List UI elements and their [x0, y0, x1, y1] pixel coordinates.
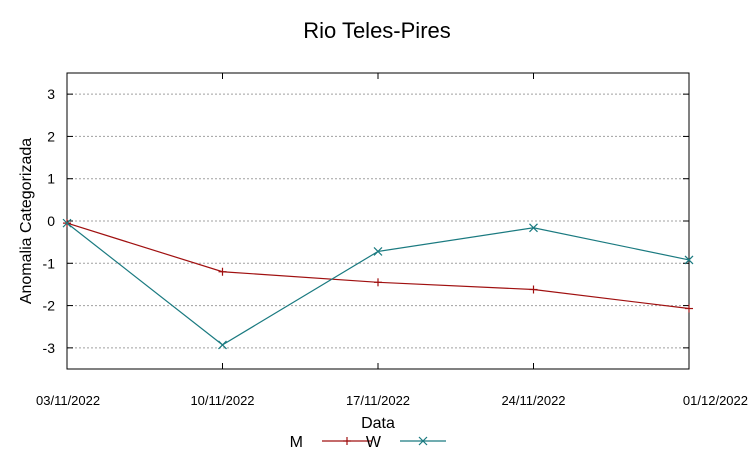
y-tick-label: -1 — [43, 255, 56, 271]
x-axis-label: Data — [361, 415, 395, 432]
data-point — [218, 267, 227, 276]
y-tick-label: 1 — [47, 171, 55, 187]
chart-title: Rio Teles-Pires — [303, 18, 451, 43]
series-lines — [62, 218, 694, 350]
data-point — [684, 255, 694, 265]
y-tick-label: -3 — [43, 340, 56, 356]
y-tick-label: 2 — [47, 128, 55, 144]
x-tick-label: 24/11/2022 — [501, 393, 565, 408]
data-point — [529, 285, 538, 294]
legend-label: M — [290, 434, 303, 451]
x-tick-label: 17/11/2022 — [346, 393, 410, 408]
data-point — [374, 278, 382, 287]
grid — [67, 93, 689, 349]
data-point — [529, 223, 538, 233]
x-tick-label: 01/12/2022 — [683, 393, 748, 408]
y-axis-ticks: 3 2 1 0 -1 -2 -3 — [43, 86, 689, 356]
legend-label: W — [366, 434, 382, 451]
data-point — [418, 436, 428, 446]
y-tick-label: 3 — [47, 86, 55, 102]
x-tick-label: 10/11/2022 — [190, 393, 254, 408]
x-tick-label: 03/11/2022 — [36, 393, 100, 408]
data-point — [685, 304, 693, 313]
data-point — [62, 218, 72, 228]
data-point — [343, 437, 351, 445]
y-tick-label: 0 — [47, 213, 55, 229]
data-point — [218, 340, 227, 350]
y-axis-label: Anomalia Categorizada — [18, 138, 35, 304]
y-tick-label: -2 — [43, 298, 56, 314]
data-point — [373, 247, 383, 256]
x-axis-ticks: 03/11/2022 10/11/2022 17/11/2022 24/11/2022… — [36, 73, 748, 408]
